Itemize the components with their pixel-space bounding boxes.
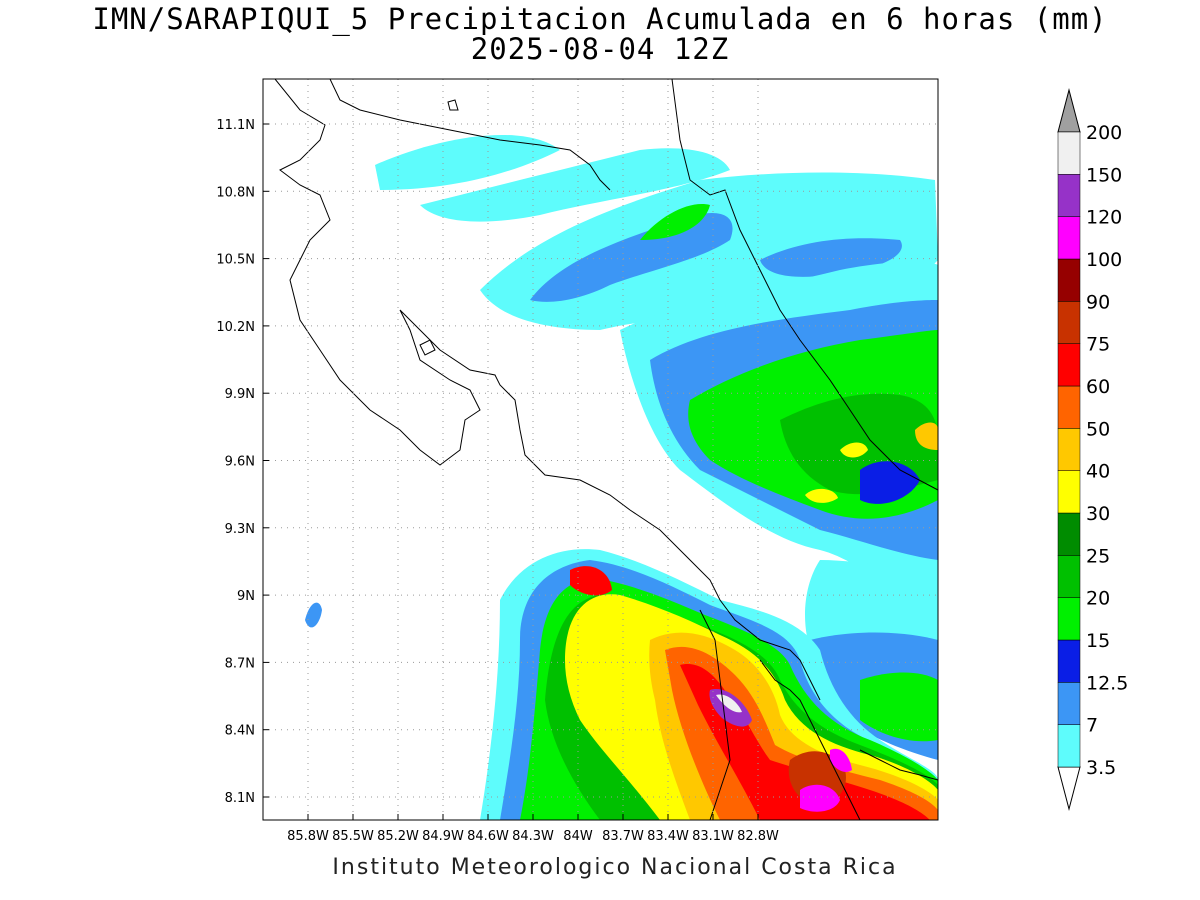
colorbar-label: 40: [1086, 461, 1110, 483]
colorbar-label: 60: [1086, 376, 1110, 398]
colorbar-label: 15: [1086, 630, 1110, 652]
rain-band-north-green: [640, 204, 710, 240]
colorbar-label: 150: [1086, 164, 1122, 186]
colorbar-swatch: [1057, 470, 1081, 514]
y-tick-label: 9.6N: [225, 455, 255, 470]
rain-spot-magenta-3: [830, 748, 852, 772]
colorbar-swatch: [1057, 428, 1081, 471]
colorbar-label: 3.5: [1086, 757, 1116, 779]
colorbar-swatch: [1057, 258, 1081, 302]
rain-area-south-dkorange: [665, 646, 938, 820]
x-tick-label: 85.2W: [377, 829, 419, 844]
y-tick-label: 9.3N: [225, 522, 255, 537]
y-tick-label: 8.1N: [225, 791, 255, 806]
colorbar-swatch: [1057, 682, 1081, 725]
colorbar-label: 12.5: [1086, 672, 1128, 694]
colorbar-label: 75: [1086, 334, 1110, 356]
colorbar-swatch: [1057, 597, 1081, 641]
rain-band-north-blue: [530, 212, 733, 302]
colorbar-label: 120: [1086, 207, 1122, 229]
colorbar-label: 7: [1086, 715, 1098, 737]
y-tick-label: 10.5N: [216, 253, 255, 268]
x-axis: 85.8W 85.5W 85.2W 84.9W 84.6W 84.3W 84W 83.7W 83…: [287, 814, 779, 844]
colorbar-label: 25: [1086, 545, 1110, 567]
x-tick-label: 83.7W: [602, 829, 644, 844]
chart-title: IMN/SARAPIQUI_5 Precipitacion Acumulada …: [92, 2, 1108, 36]
y-tick-label: 8.7N: [225, 656, 255, 671]
colorbar-label: 20: [1086, 588, 1110, 610]
colorbar-swatch: [1057, 174, 1081, 217]
colorbar-label: 30: [1086, 503, 1110, 525]
colorbar-swatch: [1057, 512, 1081, 556]
x-tick-label: 84W: [563, 829, 593, 844]
rain-spot-orange: [915, 422, 938, 450]
colorbar-label: 100: [1086, 249, 1122, 271]
x-tick-label: 83.4W: [647, 829, 689, 844]
colorbar-min-arrow: [1057, 766, 1081, 811]
colorbar-swatch: [1057, 724, 1081, 768]
colorbar-swatch: [1057, 343, 1081, 387]
map-frame: [262, 78, 939, 821]
x-tick-label: 83.1W: [692, 829, 734, 844]
colorbar-label: 50: [1086, 418, 1110, 440]
rain-band-north: [375, 134, 560, 190]
rain-spot-magenta-2: [800, 784, 840, 812]
x-tick-label: 84.3W: [512, 829, 554, 844]
x-tick-label: 84.9W: [422, 829, 464, 844]
colorbar: 3.5 7 12.5 15 20 25 30 40 50 60 75 90 100 120 150 200: [1057, 88, 1128, 811]
chart-subtitle: 2025-08-04 12Z: [470, 32, 730, 66]
colorbar-max-arrow: [1057, 88, 1081, 133]
rain-spot-yellow-1: [840, 442, 868, 458]
rain-spot-yellow-2: [805, 488, 838, 503]
y-tick-label: 10.2N: [216, 320, 255, 335]
colorbar-swatch: [1057, 555, 1081, 598]
colorbar-label: 200: [1086, 122, 1122, 144]
colorbar-swatch: [1057, 301, 1081, 344]
colorbar-swatch: [1057, 131, 1081, 175]
rain-spot-red-west: [570, 566, 612, 596]
rain-area-se-green: [860, 672, 938, 742]
y-tick-label: 10.8N: [216, 185, 255, 200]
x-tick-label: 84.6W: [467, 829, 509, 844]
x-tick-label: 85.5W: [332, 829, 374, 844]
x-tick-label: 85.8W: [287, 829, 329, 844]
rain-band-north-2: [420, 148, 730, 222]
colorbar-swatch: [1057, 639, 1081, 683]
colorbar-label: 90: [1086, 291, 1110, 313]
precipitation-field: [305, 134, 938, 820]
y-tick-label: 8.4N: [225, 724, 255, 739]
y-axis: 11.1N 10.8N 10.5N 10.2N 9.9N 9.6N 9.3N 9N 8.7N 8.…: [216, 118, 269, 806]
rain-area-south-red: [680, 664, 930, 820]
y-tick-label: 11.1N: [216, 118, 255, 133]
rain-spot-cyan-sw: [305, 602, 322, 628]
x-tick-label: 82.8W: [737, 829, 779, 844]
rain-spot-blue-east: [860, 461, 920, 504]
y-tick-label: 9.9N: [225, 387, 255, 402]
colorbar-swatch: [1057, 216, 1081, 260]
footer-credit: Instituto Meteorologico Nacional Costa R…: [332, 855, 898, 880]
colorbar-swatch: [1057, 385, 1081, 429]
y-tick-label: 9N: [237, 589, 255, 604]
